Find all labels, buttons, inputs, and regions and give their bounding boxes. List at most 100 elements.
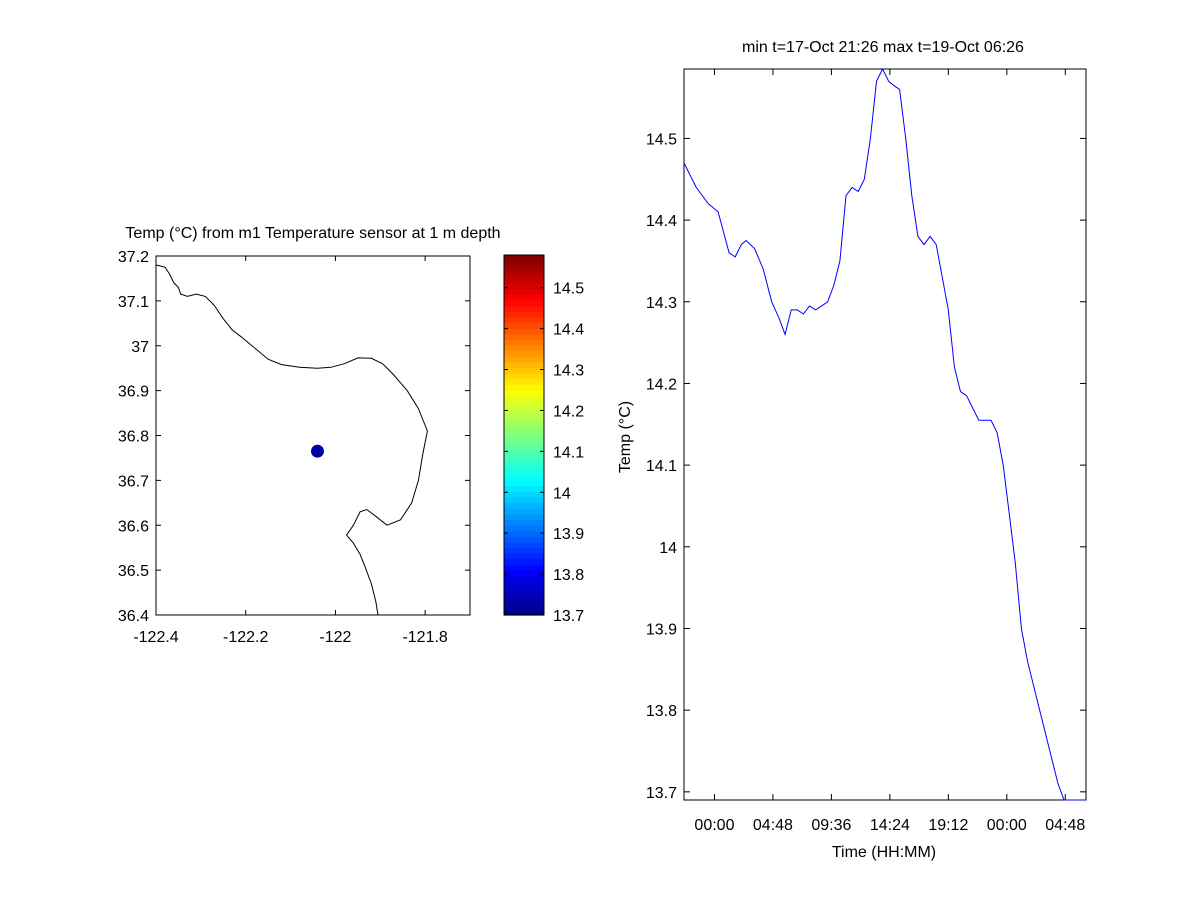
timeseries-y-axis-label: Temp (°C) [617,401,634,473]
colorbar-band [504,305,544,312]
colorbar-band [504,345,544,352]
colorbar-tick-label: 14.4 [553,322,584,339]
timeseries-x-tick-label: 09:36 [811,817,851,834]
colorbar-band [504,553,544,560]
map-x-tick-label: -122.4 [133,629,178,646]
timeseries-y-tick-label: 14.5 [646,131,677,148]
map-y-tick-label: 37.1 [118,294,149,311]
colorbar-band [504,485,544,492]
colorbar-band [504,395,544,402]
colorbar-ticks: 13.7 13.8 13.9 14 14.1 14.2 14.3 14.4 14.5 [504,281,584,625]
map-y-tick-label: 37.2 [118,249,149,266]
map-title: Temp (°C) from m1 Temperature sensor at … [125,225,500,242]
colorbar-band [504,356,544,363]
colorbar-band [504,266,544,273]
colorbar-tick-label: 13.7 [553,608,584,625]
colorbar-band [504,406,544,414]
colorbar-tick-label: 14 [553,485,571,502]
colorbar-band [504,536,544,543]
timeseries-plot-frame [683,68,1087,801]
colorbar-band [504,480,544,487]
colorbar-band [504,260,544,267]
mooring-point [310,444,324,458]
colorbar-band [504,418,544,425]
colorbar-frame [503,254,545,616]
map-x-tick-label: -122 [319,629,351,646]
map-x-tick-label: -121.8 [402,629,447,646]
colorbar-band [504,440,544,447]
colorbar-band [504,603,544,610]
colorbar-band [504,468,544,475]
colorbar-band [504,423,544,430]
colorbar-band [504,288,544,295]
colorbar-band [504,586,544,594]
colorbar-band [504,502,544,509]
map-y-tick-label: 36.6 [118,518,149,535]
timeseries-y-tick-label: 14.1 [646,458,677,475]
colorbar-tick-label: 14.5 [553,281,584,298]
colorbar-band [504,300,544,307]
colorbar-band [504,339,544,346]
colorbar-band [504,316,544,324]
timeseries-x-axis-label: Time (HH:MM) [832,844,936,861]
colorbar-band [504,255,544,262]
colorbar-band [504,525,544,532]
coastline [155,264,428,616]
colorbar-band [504,513,544,520]
colorbar-band [504,547,544,554]
colorbar-band [504,271,544,279]
colorbar-band [504,435,544,442]
timeseries-ticks: 00:00 04:48 09:36 14:24 19:12 00:00 04:48 13.7 1… [646,69,1086,834]
colorbar-bands [504,255,544,616]
colorbar-tick-label: 13.9 [553,526,584,543]
colorbar-band [504,474,544,481]
colorbar-band [504,575,544,582]
timeseries-x-tick-label: 00:00 [987,817,1027,834]
timeseries-x-tick-label: 04:48 [1045,817,1085,834]
timeseries-x-tick-label: 04:48 [753,817,793,834]
colorbar: 13.7 13.8 13.9 14 14.1 14.2 14.3 14.4 14.5 [503,254,584,625]
colorbar-band [504,350,544,357]
map-y-tick-label: 36.4 [118,608,149,625]
colorbar-tick-label: 14.3 [553,363,584,380]
colorbar-band [504,609,544,616]
colorbar-band [504,558,544,565]
timeseries-y-tick-label: 14.4 [646,213,677,230]
timeseries-title: min t=17-Oct 21:26 max t=19-Oct 06:26 [742,39,1024,56]
map-ticks: -122.4 -122.2 -122 -121.8 36.4 36.5 36.6 36.7 36… [118,249,470,646]
timeseries-line [683,67,1086,801]
timeseries-y-tick-label: 13.8 [646,703,677,720]
colorbar-band [504,283,544,290]
map-y-tick-label: 36.7 [118,473,149,490]
colorbar-band [504,496,544,504]
colorbar-band [504,322,544,329]
timeseries-y-tick-label: 13.7 [646,785,677,802]
colorbar-band [504,373,544,380]
colorbar-band [504,412,544,419]
timeseries-x-tick-label: 00:00 [694,817,734,834]
colorbar-band [504,457,544,464]
colorbar-band [504,508,544,515]
colorbar-band [504,446,544,453]
map-points [310,444,324,458]
map-y-tick-label: 36.5 [118,563,149,580]
colorbar-band [504,401,544,408]
colorbar-band [504,530,544,537]
colorbar-band [504,277,544,284]
timeseries-y-tick-label: 13.9 [646,621,677,638]
timeseries-y-tick-label: 14 [659,540,677,557]
colorbar-band [504,384,544,391]
colorbar-band [504,333,544,340]
colorbar-band [504,367,544,374]
colorbar-band [504,294,544,301]
map-y-tick-label: 36.8 [118,429,149,446]
map-plot-frame [155,255,471,616]
colorbar-band [504,311,544,318]
timeseries-x-tick-label: 14:24 [870,817,910,834]
map-y-tick-label: 37 [131,339,149,356]
colorbar-band [504,361,544,369]
colorbar-tick-label: 14.2 [553,403,584,420]
timeseries-panel: min t=17-Oct 21:26 max t=19-Oct 06:26 00… [617,39,1087,861]
map-x-tick-label: -122.2 [223,629,268,646]
